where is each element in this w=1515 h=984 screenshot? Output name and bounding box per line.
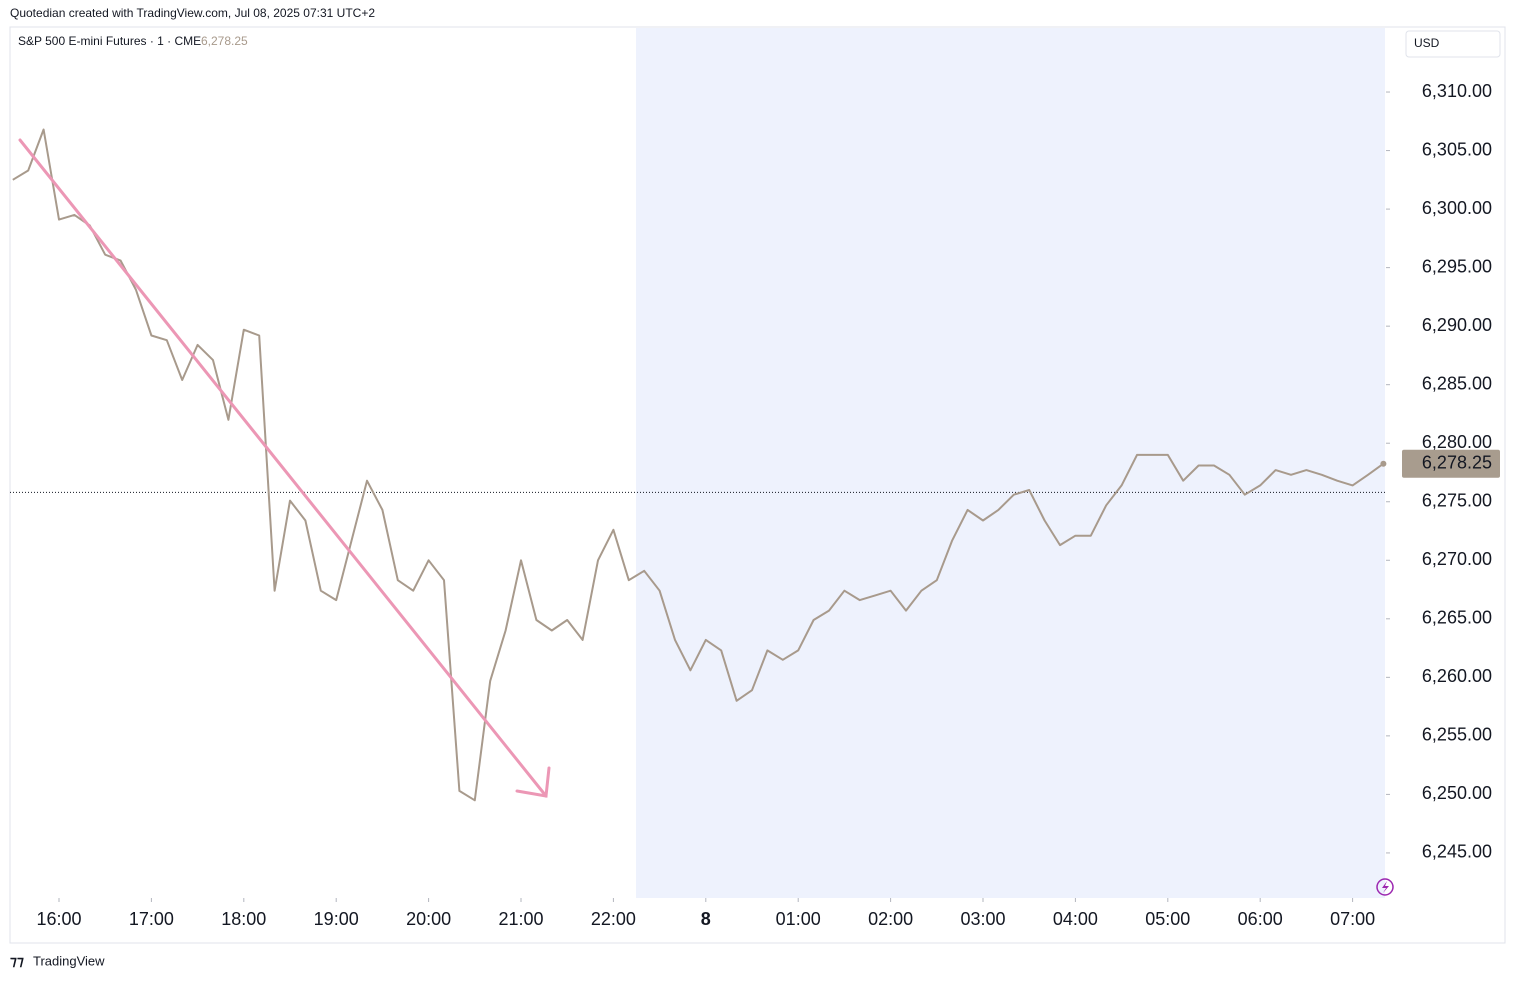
y-tick-label: 6,250.00 [1422, 783, 1492, 803]
x-tick-label: 06:00 [1238, 909, 1283, 929]
x-tick-label: 8 [701, 909, 711, 929]
brand: TradingView [33, 953, 105, 968]
x-tick-label: 22:00 [591, 909, 636, 929]
extended-session [636, 28, 1385, 898]
x-tick-label: 17:00 [129, 909, 174, 929]
y-tick-label: 6,285.00 [1422, 373, 1492, 393]
logo-mark: ⁊⁊ [10, 953, 24, 969]
frame [9, 26, 1506, 944]
y-tick-label: 6,265.00 [1422, 608, 1492, 628]
x-tick-label: 04:00 [1053, 909, 1098, 929]
x-tick-label: 02:00 [868, 909, 913, 929]
price-tag-label: 6,278.25 [1422, 452, 1492, 472]
x-tick-label: 18:00 [221, 909, 266, 929]
x-tick-label: 16:00 [36, 909, 81, 929]
credit: Quotedian created with TradingView.com, … [10, 6, 375, 20]
y-tick-label: 6,260.00 [1422, 666, 1492, 686]
x-tick-label: 05:00 [1145, 909, 1190, 929]
y-tick-label: 6,300.00 [1422, 198, 1492, 218]
trend-arrow [18, 138, 551, 798]
y-tick-label: 6,280.00 [1422, 432, 1492, 452]
y-tick-label: 6,275.00 [1422, 490, 1492, 510]
y-tick-label: 6,270.00 [1422, 549, 1492, 569]
price-tag [1402, 449, 1500, 478]
y-tick-label: 6,305.00 [1422, 139, 1492, 159]
symbol: S&P 500 E-mini Futures · 1 · CME [18, 34, 201, 48]
alert-bolt [1382, 881, 1389, 893]
x-tick-label: 21:00 [498, 909, 543, 929]
y-tick-label: 6,310.00 [1422, 81, 1492, 101]
plot [10, 128, 1387, 802]
price-line [12, 128, 1384, 802]
last-point [1380, 460, 1387, 467]
currency-box [1405, 30, 1501, 58]
x-tick-label: 01:00 [776, 909, 821, 929]
header-price: 6,278.25 [201, 34, 248, 48]
x-tick-label: 20:00 [406, 909, 451, 929]
x-tick-label: 03:00 [960, 909, 1005, 929]
y-tick-label: 6,290.00 [1422, 315, 1492, 335]
y-tick-label: 6,245.00 [1422, 842, 1492, 862]
currency: USD [1414, 36, 1440, 50]
alert-icon [1376, 878, 1394, 896]
y-tick-label: 6,255.00 [1422, 725, 1492, 745]
y-tick-label: 6,295.00 [1422, 256, 1492, 276]
x-tick-label: 19:00 [314, 909, 359, 929]
x-tick-label: 07:00 [1330, 909, 1375, 929]
